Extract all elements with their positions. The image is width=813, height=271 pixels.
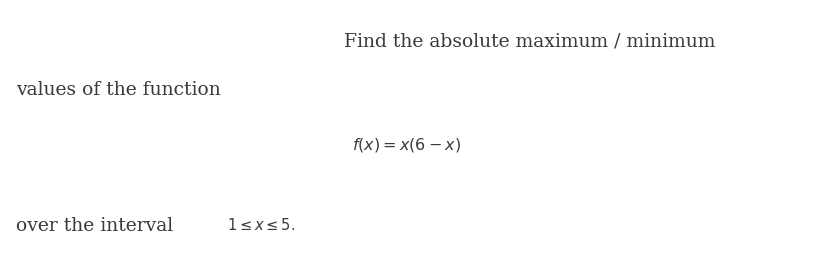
Text: $f(x) = x(6 - x)$: $f(x) = x(6 - x)$ (352, 136, 461, 153)
Text: Find the absolute maximum / minimum: Find the absolute maximum / minimum (344, 33, 715, 50)
Text: over the interval: over the interval (16, 217, 180, 235)
Text: $1 \leq x \leq 5$.: $1 \leq x \leq 5$. (227, 217, 295, 233)
Text: values of the function: values of the function (16, 81, 221, 99)
